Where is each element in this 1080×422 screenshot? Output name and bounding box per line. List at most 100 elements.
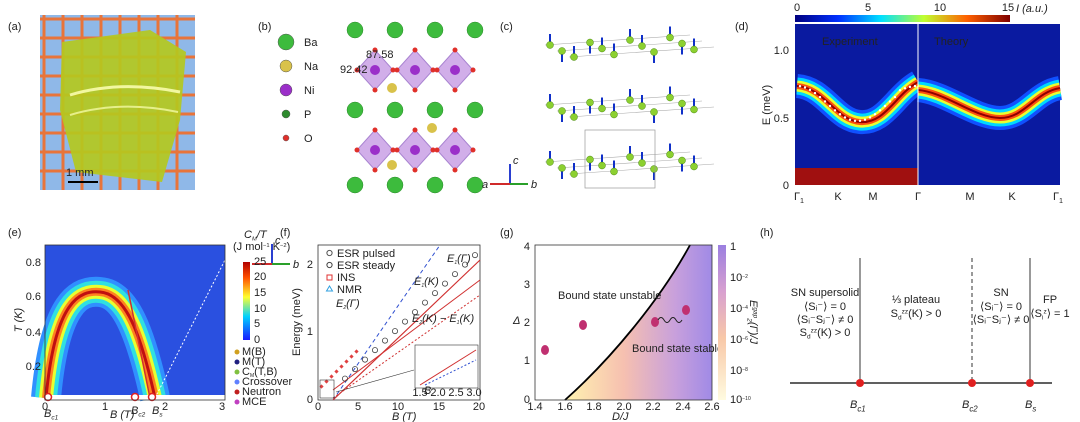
axis-label: b [531,179,537,191]
legend-label-part: M [250,373,254,379]
atom-legend [279,83,293,97]
ni-atom [410,65,420,75]
ni-site [690,105,698,114]
colorbar-tick-part: −4 [742,305,748,311]
ni-atom [450,65,460,75]
atom-legend-label: Ba [304,37,318,49]
exp-point [863,118,867,121]
colorbar-unit: (J mol−1 K−2) [233,241,290,253]
ni-site [638,159,646,167]
o-atom [452,87,458,93]
o-atom [412,87,418,93]
phase-order: Sdzz(K) > 0 [800,327,851,341]
legend-label: CM(T,B) [242,366,277,379]
field-label-part: B [962,399,969,411]
atom-legend-label: P [304,109,311,121]
legend-marker [325,285,334,292]
phase-order: Sdzz(K) > 0 [891,308,942,322]
legend-marker [326,249,333,257]
axis-label: a [482,179,488,191]
y-tick-label: 0 [307,394,313,406]
zoom-arrow [335,369,415,393]
x-tick-label: 5 [355,401,361,413]
exp-point [893,95,897,99]
na-atom [387,83,397,93]
heat-dome [44,290,157,399]
lattice [544,151,691,163]
ni-site [546,101,554,109]
colorbar-tick: 10−6 [730,334,748,346]
exp-point [818,95,822,99]
x-tick-label-part: 1 [1059,196,1063,205]
ni-site [610,50,618,59]
inset-tick: 2.0 [430,387,445,399]
phase-order-part: S [891,308,898,320]
exp-point [878,109,882,112]
critical-field [130,392,140,402]
panel-label: (c) [500,21,513,33]
panel-label: (a) [8,21,21,33]
curve-label-part: 2 [418,320,422,326]
exp-point [843,116,847,119]
lattice [556,40,703,52]
colorbar-tick-part: −2 [742,274,748,280]
field-label-part: B [44,408,51,420]
panel-label: (e) [8,227,21,239]
colorbar-label: Egap2(Γ)/J [745,300,759,344]
colorbar-tick: 10−2 [730,272,748,284]
ni-site [666,150,674,159]
esr-point [461,261,468,268]
colorbar-tick: 15 [254,287,266,299]
lattice [556,100,703,112]
ba-atom [386,101,404,119]
crystal-streak [69,105,179,116]
phase-name: SN [993,287,1008,299]
x-axis-label: B (T) [110,409,135,421]
esr-point [341,375,348,382]
exp-point [813,91,817,95]
o-atom [430,67,436,73]
x-tick-label: 1.4 [527,401,542,413]
inset-field-part: c [431,392,434,397]
legend-label: MCE [242,396,266,408]
x-axis-label: B (T) [392,411,417,422]
legend-marker [234,399,240,405]
ni-site [598,161,606,170]
x-tick-label: Γ1 [1053,191,1063,205]
phase-order-part: z [1043,308,1046,315]
o-atom [372,127,378,133]
legend-marker [234,379,240,385]
ba-atom [346,101,364,119]
ni-site [650,165,658,173]
colorbar-tick: 10−10 [730,394,751,406]
phase-order-part: S [800,327,807,339]
ni-atom [370,145,380,155]
x-tick-label: M [868,191,877,203]
inset-line [419,349,477,386]
colorbar-label-part: E [747,300,759,308]
exp-point [828,104,832,108]
ni-site [690,162,698,171]
x-tick-label-part: 1 [800,196,804,205]
critical-field [147,392,157,402]
axis-label: c [275,235,281,247]
o-atom [452,127,458,133]
ni-site [626,96,634,104]
colorbar-tick: 15 [1002,2,1014,14]
phase-order-part: zz [902,308,909,315]
panel-label: (f) [280,227,290,239]
x-tick-label: 2 [162,401,168,413]
colorbar-label-part: (Γ)/J [747,322,759,345]
ni-site [598,104,606,113]
curve-label-part: (K) [459,313,474,325]
phase-name: ⅓ plateau [892,294,940,306]
boundary [564,244,691,401]
colorbar-label-part: 2 [745,317,752,322]
exp-point [908,85,912,89]
phase-order-part: ⟩ = 1 [1047,308,1070,320]
y-tick-label: 2 [307,259,313,271]
o-atom [412,127,418,133]
ni-site [586,155,594,164]
na-atom [387,160,397,170]
y-tick-label: 0 [783,180,789,192]
